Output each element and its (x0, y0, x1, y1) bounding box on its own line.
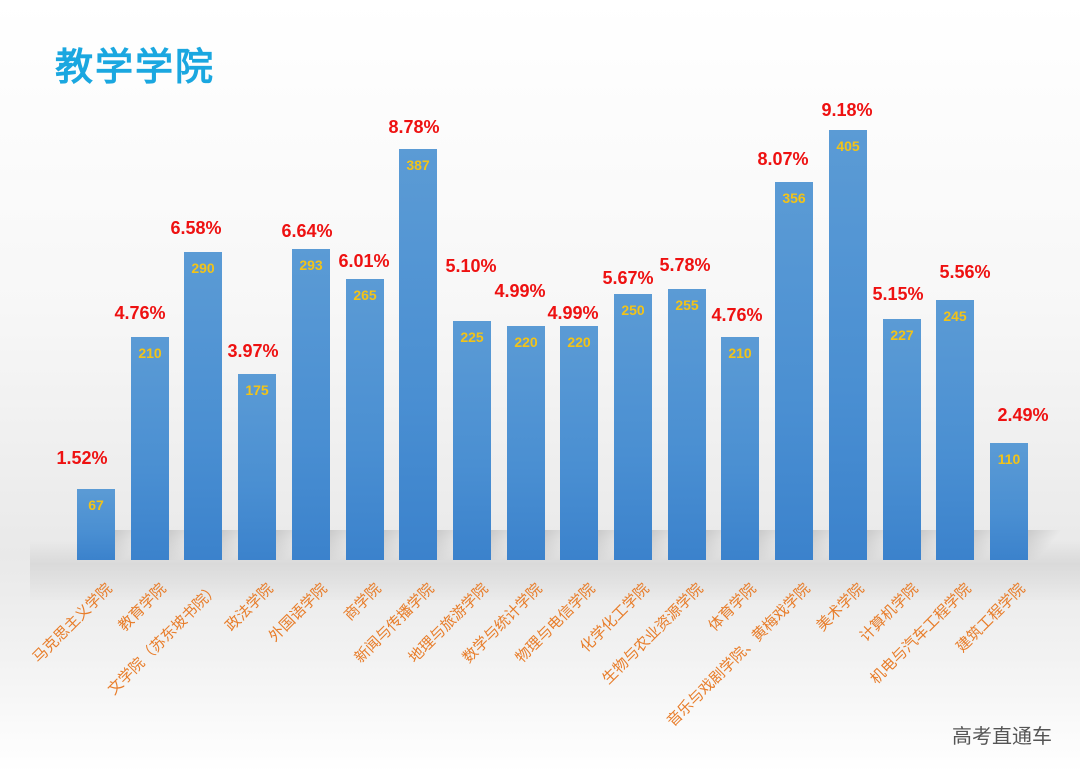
bar-value-label: 387 (406, 157, 430, 173)
bar (184, 252, 257, 560)
bar-percent-label: 6.01% (338, 251, 390, 271)
bar-value-label: 405 (836, 138, 860, 154)
bar (238, 374, 311, 560)
bar-value-label: 220 (567, 334, 591, 350)
bar (292, 249, 365, 560)
bar (829, 130, 902, 560)
bar-percent-label: 5.15% (872, 284, 924, 304)
bar-value-label: 356 (782, 190, 806, 206)
bar-percent-label: 4.99% (547, 303, 599, 323)
bar-percent-label: 3.97% (227, 341, 279, 361)
bar-percent-label: 4.99% (494, 281, 546, 301)
bar-value-label: 227 (890, 327, 914, 343)
bar-value-label: 110 (997, 451, 1021, 467)
bar (614, 294, 687, 560)
bar-value-label: 255 (675, 297, 699, 313)
bar-percent-label: 9.18% (821, 100, 873, 120)
bar-value-label: 225 (460, 329, 484, 345)
bar-value-label: 250 (621, 302, 645, 318)
bar-value-label: 220 (514, 334, 538, 350)
bar (77, 489, 150, 560)
bar-value-label: 175 (245, 382, 269, 398)
bar (453, 321, 526, 560)
bar (560, 326, 633, 560)
bar-percent-label: 8.07% (757, 149, 809, 169)
bar (936, 300, 1009, 560)
bar-value-label: 265 (353, 287, 377, 303)
bar (346, 279, 419, 560)
watermark: 高考直通车 (952, 724, 1052, 748)
bar-value-label: 293 (299, 257, 323, 273)
bar-value-label: 67 (88, 497, 104, 513)
bar-percent-label: 1.52% (56, 448, 108, 468)
bar-percent-label: 2.49% (997, 405, 1049, 425)
bar-percent-label: 4.76% (711, 305, 763, 325)
bar-value-label: 245 (943, 308, 967, 324)
bar-percent-label: 4.76% (114, 303, 166, 323)
bar-percent-label: 5.10% (445, 256, 497, 276)
bar (131, 337, 204, 560)
bar (721, 337, 794, 560)
bar-percent-label: 6.64% (281, 221, 333, 241)
bar (990, 443, 1063, 560)
bar (668, 289, 741, 560)
chart-title: 教学学院 (55, 45, 216, 89)
bar (399, 149, 472, 560)
bar-percent-label: 6.58% (170, 218, 222, 238)
bar-value-label: 290 (191, 260, 215, 276)
bar-value-label: 210 (728, 345, 752, 361)
bar-percent-label: 8.78% (388, 117, 440, 137)
bar-percent-label: 5.56% (939, 262, 991, 282)
bar (883, 319, 956, 560)
bar-percent-label: 5.67% (602, 268, 654, 288)
bar (775, 182, 848, 560)
bar-percent-label: 5.78% (659, 255, 711, 275)
bar-value-label: 210 (138, 345, 162, 361)
bar (507, 326, 580, 560)
